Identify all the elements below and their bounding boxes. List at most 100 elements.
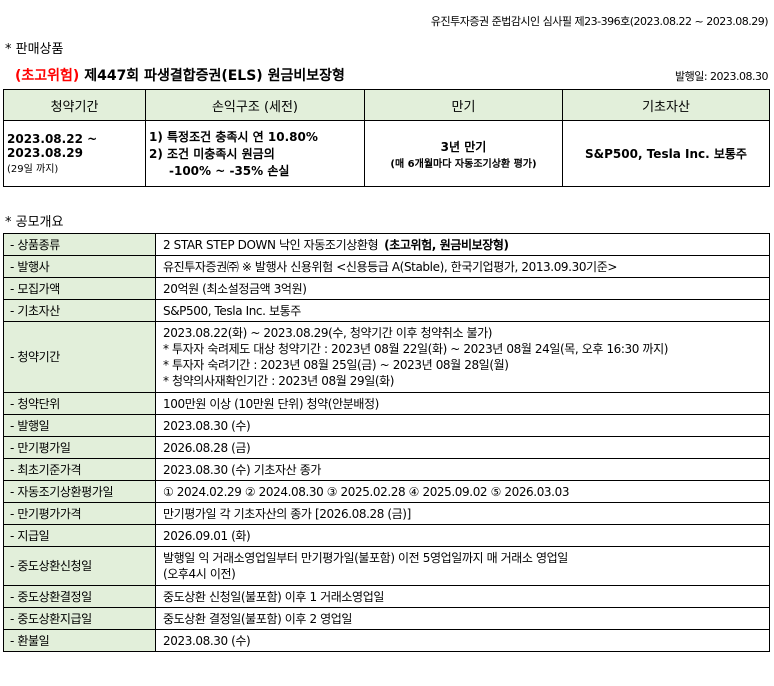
row-value: 2026.09.01 (화) xyxy=(155,524,770,547)
risk-label: (초고위험) xyxy=(15,68,80,84)
row-label: - 자동조기상환평가일 xyxy=(3,480,156,503)
payoff-cell: 1) 특정조건 충족시 연 10.80% 2) 조건 미충족시 원금의 -100… xyxy=(145,120,365,187)
payoff-line: -100% ~ -35% 손실 xyxy=(169,164,290,178)
section-title-overview: * 공모개요 xyxy=(5,215,64,230)
value-text: 2023.08.30 (수) xyxy=(163,418,251,433)
header-payoff: 손익구조 (세전) xyxy=(145,89,365,121)
table-row: - 중도상환결정일 중도상환 신청일(불포함) 이후 1 거래소영업일 xyxy=(3,585,770,608)
period-end: 2023.08.29 xyxy=(7,146,83,160)
row-value: 2023.08.30 (수) xyxy=(155,414,770,437)
value-line: * 투자자 숙려제도 대상 청약기간 : 2023년 08월 22일(화) ~ … xyxy=(163,341,769,357)
value-text: 중도상환 신청일(불포함) 이후 1 거래소영업일 xyxy=(163,589,384,604)
period-start: 2023.08.22 ~ xyxy=(7,132,98,146)
table-row: - 지급일 2026.09.01 (화) xyxy=(3,524,770,547)
table-row: - 만기평가가격 만기평가일 각 기초자산의 종가 [2026.08.28 (금)… xyxy=(3,502,770,525)
value-text: (오후4시 이전) xyxy=(163,567,236,581)
row-label: - 만기평가가격 xyxy=(3,502,156,525)
section-title-products: * 판매상품 xyxy=(5,42,64,57)
value-line: 2023.08.30 (수) xyxy=(163,418,769,434)
row-value: 2023.08.30 (수) xyxy=(155,629,770,652)
row-value: S&P500, Tesla Inc. 보통주 xyxy=(155,299,770,322)
value-line: 2023.08.30 (수) 기초자산 종가 xyxy=(163,462,769,478)
payoff-line: 1) 특정조건 충족시 연 10.80% xyxy=(149,130,318,144)
value-line: 만기평가일 각 기초자산의 종가 [2026.08.28 (금)] xyxy=(163,506,769,522)
value-line: (오후4시 이전) xyxy=(163,566,769,582)
payoff-line: 2) 조건 미충족시 원금의 xyxy=(149,147,275,161)
row-value: 2023.08.30 (수) 기초자산 종가 xyxy=(155,458,770,481)
value-line: * 투자자 숙려기간 : 2023년 08월 25일(금) ~ 2023년 08… xyxy=(163,357,769,373)
row-label: - 발행사 xyxy=(3,255,156,278)
table-row: - 자동조기상환평가일 ① 2024.02.29 ② 2024.08.30 ③ 2… xyxy=(3,480,770,503)
row-value: 만기평가일 각 기초자산의 종가 [2026.08.28 (금)] xyxy=(155,502,770,525)
row-label: - 지급일 xyxy=(3,524,156,547)
value-text: ① 2024.02.29 ② 2024.08.30 ③ 2025.02.28 ④… xyxy=(163,484,570,499)
row-value: 100만원 이상 (10만원 단위) 청약(안분배정) xyxy=(155,392,770,415)
table-row: - 청약단위 100만원 이상 (10만원 단위) 청약(안분배정) xyxy=(3,392,770,415)
table-row: - 상품종류 2 STAR STEP DOWN 낙인 자동조기상환형 (초고위험, … xyxy=(3,233,770,256)
value-text: 유진투자증권㈜ ※ 발행사 신용위험 <신용등급 A(Stable), 한국기업… xyxy=(163,259,617,274)
value-line: 20억원 (최소설정금액 3억원) xyxy=(163,281,769,297)
table-row: - 중도상환신청일 발행일 익 거래소영업일부터 만기평가일(불포함) 이전 5영… xyxy=(3,546,770,586)
value-line: * 청약의사재확인기간 : 2023년 08월 29일(화) xyxy=(163,373,769,389)
table-row: - 모집가액 20억원 (최소설정금액 3억원) xyxy=(3,277,770,300)
row-value: 20억원 (최소설정금액 3억원) xyxy=(155,277,770,300)
value-line: 2023.08.22(화) ~ 2023.08.29(수, 청약기간 이후 청약… xyxy=(163,325,769,341)
value-text: 2023.08.30 (수) xyxy=(163,633,251,648)
row-value: ① 2024.02.29 ② 2024.08.30 ③ 2025.02.28 ④… xyxy=(155,480,770,503)
value-text: * 투자자 숙려제도 대상 청약기간 : 2023년 08월 22일(화) ~ … xyxy=(163,342,668,356)
row-value: 2 STAR STEP DOWN 낙인 자동조기상환형 (초고위험, 원금비보장형… xyxy=(155,233,770,256)
table-row: - 중도상환지급일 중도상환 결정일(불포함) 이후 2 영업일 xyxy=(3,607,770,630)
table-row: - 최초기준가격 2023.08.30 (수) 기초자산 종가 xyxy=(3,458,770,481)
row-value: 발행일 익 거래소영업일부터 만기평가일(불포함) 이전 5영업일까지 매 거래… xyxy=(155,546,770,586)
review-note: 유진투자증권 준법감시인 심사필 제23-396호(2023.08.22 ~ 2… xyxy=(430,15,769,28)
row-value: 2023.08.22(화) ~ 2023.08.29(수, 청약기간 이후 청약… xyxy=(155,321,770,393)
value-line: 2023.08.30 (수) xyxy=(163,633,769,649)
value-text: 20억원 (최소설정금액 3억원) xyxy=(163,281,307,296)
row-label: - 중도상환결정일 xyxy=(3,585,156,608)
issue-date: 발행일: 2023.08.30 xyxy=(674,70,769,83)
header-period: 청약기간 xyxy=(3,89,146,121)
underlying-cell: S&P500, Tesla Inc. 보통주 xyxy=(562,120,770,187)
value-text: 2026.09.01 (화) xyxy=(163,528,251,543)
value-text: 2023.08.30 (수) 기초자산 종가 xyxy=(163,462,321,477)
row-label: - 최초기준가격 xyxy=(3,458,156,481)
row-label: - 모집가액 xyxy=(3,277,156,300)
row-label: - 만기평가일 xyxy=(3,436,156,459)
header-maturity: 만기 xyxy=(364,89,563,121)
row-value: 중도상환 신청일(불포함) 이후 1 거래소영업일 xyxy=(155,585,770,608)
table-row: - 환불일 2023.08.30 (수) xyxy=(3,629,770,652)
row-label: - 기초자산 xyxy=(3,299,156,322)
maturity-cell: 3년 만기 (매 6개월마다 자동조기상환 평가) xyxy=(364,120,563,187)
maturity-term: 3년 만기 xyxy=(440,139,487,154)
value-line: 2026.08.28 (금) xyxy=(163,440,769,456)
summary-table: 청약기간 손익구조 (세전) 만기 기초자산 2023.08.22 ~ 2023… xyxy=(3,89,770,187)
value-text: 중도상환 결정일(불포함) 이후 2 영업일 xyxy=(163,611,353,626)
row-value: 2026.08.28 (금) xyxy=(155,436,770,459)
row-value: 유진투자증권㈜ ※ 발행사 신용위험 <신용등급 A(Stable), 한국기업… xyxy=(155,255,770,278)
value-emphasis: (초고위험, 원금비보장형) xyxy=(384,237,509,252)
value-text: 2026.08.28 (금) xyxy=(163,440,251,455)
row-label: - 중도상환지급일 xyxy=(3,607,156,630)
product-title: 제447회 파생결합증권(ELS) 원금비보장형 xyxy=(84,68,345,84)
value-text: S&P500, Tesla Inc. 보통주 xyxy=(163,303,301,318)
value-line: 2 STAR STEP DOWN 낙인 자동조기상환형 (초고위험, 원금비보장형… xyxy=(163,237,769,253)
value-text: * 청약의사재확인기간 : 2023년 08월 29일(화) xyxy=(163,374,395,388)
table-row: - 만기평가일 2026.08.28 (금) xyxy=(3,436,770,459)
table-row: - 발행사 유진투자증권㈜ ※ 발행사 신용위험 <신용등급 A(Stable),… xyxy=(3,255,770,278)
value-text: 100만원 이상 (10만원 단위) 청약(안분배정) xyxy=(163,396,379,411)
header-underlying: 기초자산 xyxy=(562,89,770,121)
row-label: - 환불일 xyxy=(3,629,156,652)
value-line: 중도상환 결정일(불포함) 이후 2 영업일 xyxy=(163,611,769,627)
row-label: - 발행일 xyxy=(3,414,156,437)
row-label: - 청약기간 xyxy=(3,321,156,393)
table-row: - 발행일 2023.08.30 (수) xyxy=(3,414,770,437)
table-row: - 청약기간 2023.08.22(화) ~ 2023.08.29(수, 청약기간… xyxy=(3,321,770,393)
period-cell: 2023.08.22 ~ 2023.08.29 (29일 까지) xyxy=(3,120,146,187)
overview-table: - 상품종류 2 STAR STEP DOWN 낙인 자동조기상환형 (초고위험, … xyxy=(3,233,770,652)
value-text: 2023.08.22(화) ~ 2023.08.29(수, 청약기간 이후 청약… xyxy=(163,326,493,340)
value-line: ① 2024.02.29 ② 2024.08.30 ③ 2025.02.28 ④… xyxy=(163,484,769,500)
table-row: - 기초자산 S&P500, Tesla Inc. 보통주 xyxy=(3,299,770,322)
row-label: - 상품종류 xyxy=(3,233,156,256)
value-line: 발행일 익 거래소영업일부터 만기평가일(불포함) 이전 5영업일까지 매 거래… xyxy=(163,550,769,566)
value-text: 만기평가일 각 기초자산의 종가 [2026.08.28 (금)] xyxy=(163,506,411,521)
